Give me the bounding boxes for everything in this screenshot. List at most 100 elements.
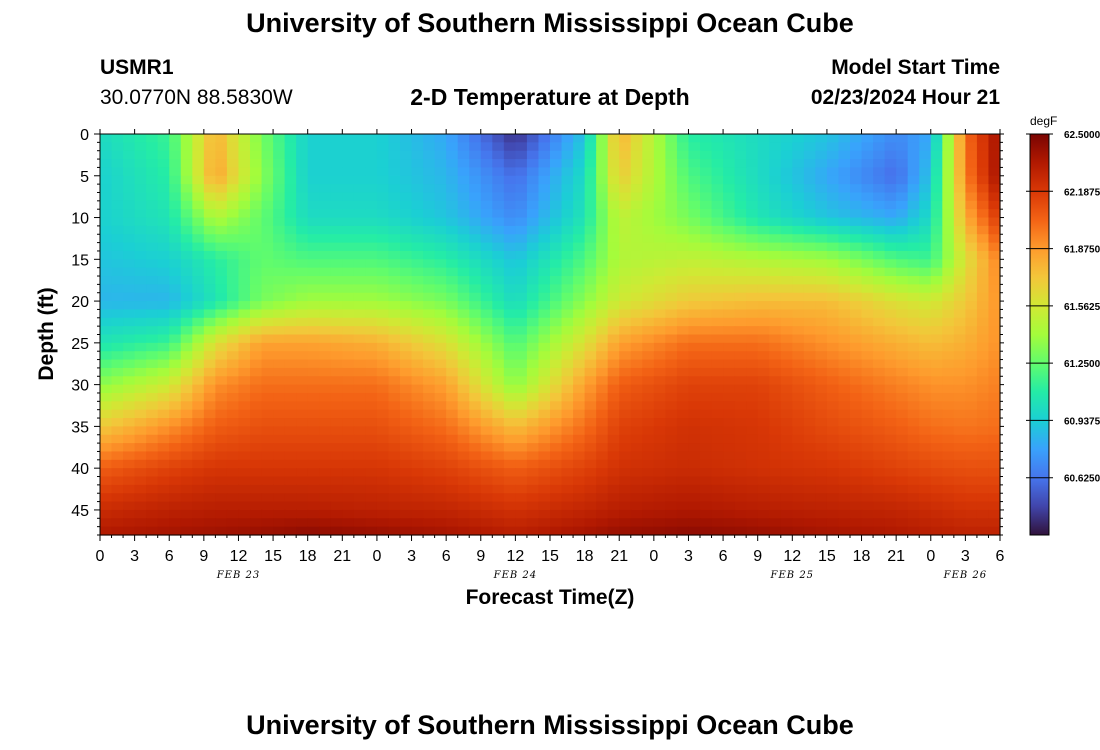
- heatmap-cell: [861, 134, 874, 143]
- heatmap-cell: [584, 443, 597, 453]
- heatmap-cell: [803, 192, 816, 202]
- heatmap-cell: [965, 134, 978, 143]
- heatmap-cell: [538, 184, 551, 194]
- heatmap-cell: [400, 426, 413, 436]
- heatmap-cell: [642, 501, 655, 511]
- heatmap-cell: [365, 459, 378, 469]
- heatmap-cell: [561, 134, 574, 143]
- heatmap-cell: [353, 418, 366, 427]
- heatmap-cell: [642, 376, 655, 386]
- heatmap-cell: [619, 242, 632, 252]
- heatmap-cell: [688, 200, 701, 210]
- heatmap-cell: [850, 326, 863, 336]
- heatmap-cell: [653, 443, 666, 453]
- heatmap-cell: [792, 234, 805, 244]
- heatmap-cell: [619, 192, 632, 202]
- heatmap-cell: [180, 418, 193, 427]
- heatmap-cell: [434, 501, 447, 511]
- heatmap-cell: [157, 159, 170, 169]
- heatmap-cell: [907, 175, 920, 185]
- heatmap-cell: [226, 459, 240, 469]
- y-tick-label: 20: [71, 294, 89, 311]
- heatmap-cell: [400, 301, 413, 311]
- heatmap-cell: [146, 284, 159, 294]
- heatmap-cell: [550, 418, 563, 427]
- heatmap-cell: [723, 167, 736, 177]
- heatmap-cell: [353, 292, 366, 302]
- heatmap-cell: [676, 326, 690, 336]
- heatmap-cell: [653, 167, 666, 177]
- heatmap-cell: [480, 493, 493, 503]
- heatmap-cell: [250, 384, 263, 394]
- heatmap-cell: [100, 309, 113, 319]
- heatmap-cell: [434, 200, 447, 210]
- heatmap-cell: [261, 150, 274, 160]
- heatmap-cell: [526, 468, 540, 478]
- heatmap-cell: [723, 509, 736, 519]
- heatmap-cell: [215, 326, 228, 336]
- heatmap-cell: [111, 392, 124, 402]
- heatmap-cell: [711, 309, 724, 319]
- heatmap-cell: [907, 309, 920, 319]
- heatmap-cell: [723, 342, 736, 352]
- heatmap-cell: [411, 443, 424, 453]
- heatmap-cell: [734, 459, 747, 469]
- heatmap-cell: [815, 392, 828, 402]
- heatmap-cell: [215, 509, 228, 519]
- heatmap-cell: [850, 359, 863, 369]
- heatmap-cell: [296, 259, 309, 269]
- heatmap-cell: [942, 426, 955, 436]
- heatmap-cell: [388, 367, 401, 377]
- heatmap-cell: [446, 484, 459, 494]
- heatmap-cell: [203, 392, 216, 402]
- heatmap-cell: [423, 250, 436, 260]
- heatmap-cell: [330, 409, 343, 419]
- heatmap-cell: [988, 392, 1001, 402]
- heatmap-cell: [457, 209, 470, 219]
- heatmap-cell: [123, 284, 136, 294]
- heatmap-cell: [561, 359, 574, 369]
- heatmap-cell: [850, 443, 863, 453]
- heatmap-cell: [711, 342, 724, 352]
- heatmap-cell: [538, 259, 551, 269]
- heatmap-cell: [330, 359, 343, 369]
- heatmap-cell: [353, 301, 366, 311]
- heatmap-cell: [573, 434, 586, 444]
- heatmap-cell: [861, 509, 874, 519]
- heatmap-cell: [469, 175, 482, 185]
- heatmap-cell: [826, 367, 840, 377]
- heatmap-cell: [746, 443, 759, 453]
- heatmap-cell: [376, 276, 390, 285]
- heatmap-cell: [353, 367, 366, 377]
- heatmap-cell: [769, 326, 782, 336]
- heatmap-cell: [711, 392, 724, 402]
- heatmap-cell: [723, 384, 736, 394]
- heatmap-cell: [746, 184, 759, 194]
- heatmap-cell: [446, 342, 459, 352]
- heatmap-cell: [365, 426, 378, 436]
- heatmap-cell: [238, 459, 251, 469]
- heatmap-cell: [976, 443, 990, 453]
- heatmap-cell: [180, 359, 193, 369]
- heatmap-cell: [169, 326, 182, 336]
- heatmap-cell: [457, 376, 470, 386]
- heatmap-cell: [838, 234, 851, 244]
- heatmap-cell: [238, 259, 251, 269]
- heatmap-cell: [296, 250, 309, 260]
- heatmap-cell: [169, 434, 182, 444]
- heatmap-cell: [330, 376, 343, 386]
- heatmap-cell: [746, 142, 759, 152]
- heatmap-cell: [780, 301, 793, 311]
- heatmap-cell: [619, 409, 632, 419]
- heatmap-cell: [896, 359, 909, 369]
- heatmap-cell: [607, 493, 620, 503]
- heatmap-cell: [100, 392, 113, 402]
- heatmap-cell: [296, 217, 309, 227]
- heatmap-cell: [573, 234, 586, 244]
- heatmap-cell: [134, 259, 147, 269]
- heatmap-cell: [192, 192, 205, 202]
- heatmap-cell: [388, 167, 401, 177]
- heatmap-cell: [515, 509, 528, 519]
- heatmap-cell: [480, 259, 493, 269]
- heatmap-cell: [169, 376, 182, 386]
